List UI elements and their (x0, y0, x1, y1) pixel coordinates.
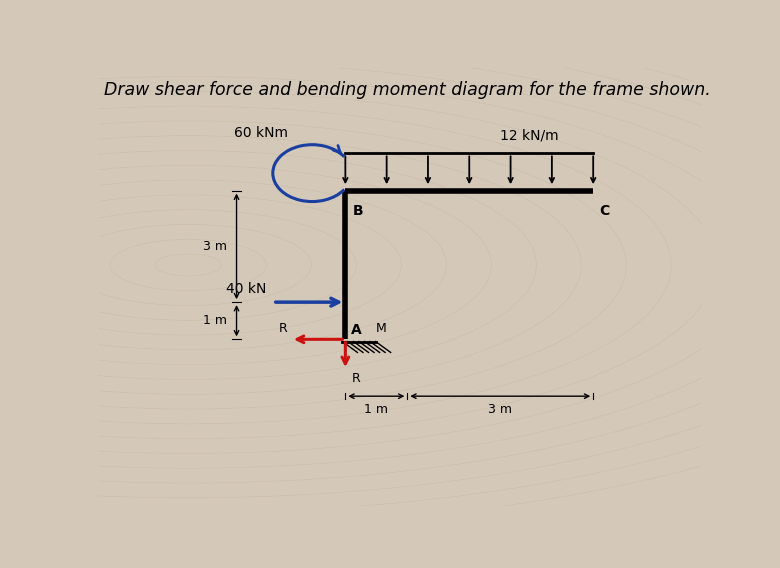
Text: M: M (376, 322, 386, 335)
Text: 3 m: 3 m (204, 240, 228, 253)
Text: 40 kN: 40 kN (226, 282, 267, 295)
Text: Draw shear force and bending moment diagram for the frame shown.: Draw shear force and bending moment diag… (104, 81, 711, 99)
Text: 3 m: 3 m (488, 403, 512, 416)
Text: B: B (353, 204, 363, 218)
Text: 1 m: 1 m (204, 314, 228, 327)
Text: C: C (599, 204, 609, 218)
Text: R: R (351, 372, 360, 385)
Text: 1 m: 1 m (364, 403, 388, 416)
Text: A: A (351, 323, 362, 337)
Text: 60 kNm: 60 kNm (234, 126, 288, 140)
Text: 12 kN/m: 12 kN/m (501, 128, 559, 143)
Text: R: R (279, 322, 288, 335)
